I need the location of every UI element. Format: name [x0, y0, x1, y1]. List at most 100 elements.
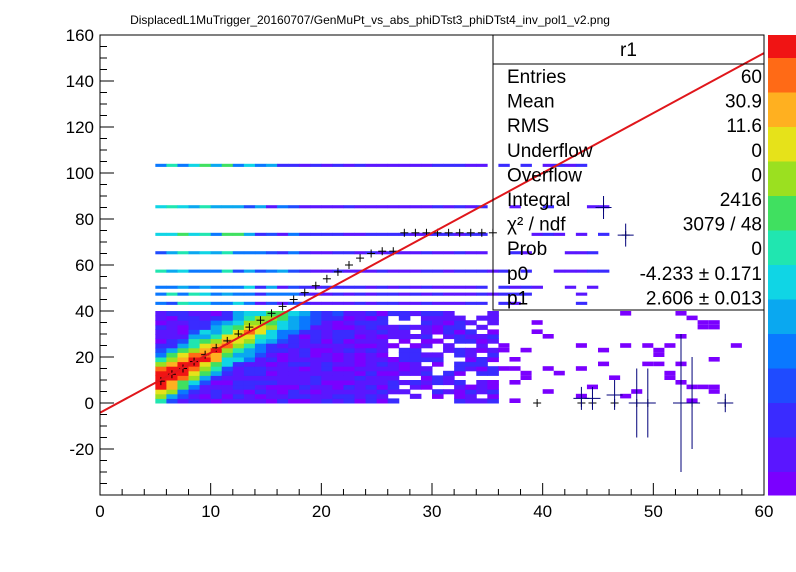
- heat-band-cell: [199, 251, 211, 255]
- heat-cell: [166, 389, 178, 395]
- heat-cell: [210, 398, 223, 404]
- heat-cell: [155, 334, 167, 340]
- heat-cell: [398, 334, 411, 340]
- heat-cell: [166, 334, 178, 340]
- heat-cell: [221, 380, 234, 386]
- heat-cell: [454, 315, 466, 321]
- heat-cell: [398, 324, 411, 330]
- heat-cell: [266, 384, 278, 390]
- stats-row-value: 60: [741, 67, 762, 88]
- heat-band-cell: [432, 292, 444, 296]
- y-tick-label: 0: [85, 394, 94, 413]
- heat-cell: [299, 315, 311, 321]
- heat-band-cell: [376, 269, 389, 273]
- heat-cell: [365, 389, 378, 395]
- heat-band-cell: [465, 163, 477, 167]
- heat-cell: [454, 393, 466, 399]
- heat-band-cell: [564, 269, 577, 273]
- heat-cell: [254, 343, 267, 349]
- heat-cell: [254, 334, 267, 340]
- heat-cell: [432, 315, 444, 321]
- heat-cell: [432, 357, 444, 363]
- heat-band-cell: [155, 269, 167, 273]
- heat-band-cell: [398, 301, 411, 305]
- heat-band-cell: [509, 301, 521, 305]
- heat-cell: [454, 352, 466, 358]
- heat-band-cell: [432, 205, 444, 209]
- heat-cell: [277, 361, 289, 367]
- heat-cell: [299, 334, 311, 340]
- heat-cell: [387, 366, 400, 372]
- heat-band-cell: [520, 285, 532, 289]
- heat-cell: [177, 361, 190, 367]
- heat-cell: [166, 380, 178, 386]
- heat-band-cell: [498, 301, 510, 305]
- colorbar-segment: [768, 81, 796, 93]
- heat-band-cell: [586, 205, 599, 209]
- heat-cell: [365, 320, 378, 326]
- heat-cell: [387, 380, 400, 386]
- heat-cell: [542, 334, 554, 339]
- heat-band-cell: [155, 292, 167, 296]
- heat-band-cell: [575, 269, 588, 273]
- heat-cell: [188, 343, 201, 349]
- colorbar-segment: [768, 242, 796, 254]
- stats-row-label: Prob: [507, 239, 547, 260]
- heat-cell: [376, 361, 389, 367]
- heat-cell: [188, 338, 201, 344]
- heat-band-cell: [221, 163, 234, 167]
- heat-band-cell: [177, 301, 189, 305]
- x-tick-label: 0: [95, 502, 104, 521]
- heat-cell: [509, 357, 521, 362]
- heat-cell: [210, 357, 223, 363]
- heat-band-cell: [332, 205, 344, 209]
- heat-cell: [310, 393, 322, 399]
- heat-cell: [354, 366, 367, 372]
- heat-cell: [432, 375, 444, 381]
- heat-cell: [332, 329, 344, 335]
- heat-cell: [299, 320, 311, 326]
- heat-cell: [708, 320, 720, 325]
- heat-cell: [420, 343, 433, 349]
- colorbar-segment: [768, 127, 796, 139]
- heat-cell: [254, 375, 267, 381]
- heat-band-cell: [299, 163, 311, 167]
- heat-band-cell: [254, 285, 267, 289]
- heat-cell: [188, 320, 201, 326]
- heat-band-cell: [299, 251, 311, 255]
- y-tick-label: -20: [69, 440, 94, 459]
- heat-cell: [177, 311, 190, 317]
- heat-cell: [376, 347, 389, 353]
- heat-cell: [310, 329, 322, 335]
- heat-cell: [321, 329, 333, 335]
- heat-cell: [598, 361, 610, 367]
- heat-cell: [354, 343, 367, 349]
- heat-band-cell: [476, 269, 488, 273]
- heat-band-cell: [188, 301, 200, 305]
- heat-cell: [177, 370, 190, 376]
- colorbar-segment: [768, 161, 796, 174]
- heat-band-cell: [409, 285, 422, 289]
- heat-cell: [243, 347, 256, 353]
- heat-cell: [343, 347, 356, 353]
- heat-cell: [531, 320, 543, 325]
- heat-cell: [343, 375, 356, 381]
- heat-band-cell: [443, 269, 455, 273]
- heat-band-cell: [188, 285, 200, 289]
- heat-cell: [166, 361, 178, 367]
- heat-cell: [365, 357, 378, 363]
- heat-cell: [310, 380, 322, 386]
- heat-cell: [398, 347, 411, 353]
- heat-cell: [487, 357, 499, 363]
- heat-cell: [465, 347, 477, 353]
- heat-band-cell: [310, 269, 322, 273]
- heat-band-cell: [321, 301, 333, 305]
- heat-cell: [266, 366, 278, 372]
- heat-cell: [199, 329, 212, 335]
- heat-band-cell: [575, 251, 588, 255]
- heat-cell: [443, 320, 455, 326]
- heat-cell: [476, 370, 488, 376]
- heat-cell: [310, 389, 322, 395]
- heat-band-cell: [210, 292, 223, 296]
- heat-cell: [664, 343, 676, 348]
